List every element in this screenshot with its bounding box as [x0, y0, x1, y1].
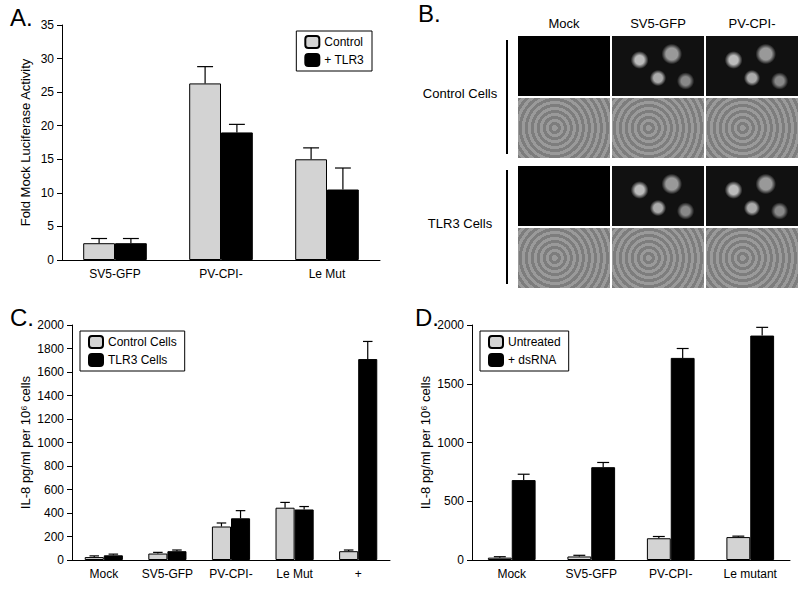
svg-text:Mock: Mock	[89, 567, 119, 581]
svg-text:SV5-GFP: SV5-GFP	[566, 567, 617, 581]
svg-text:IL-8 pg/ml per 10⁶ cells: IL-8 pg/ml per 10⁶ cells	[18, 375, 33, 509]
svg-text:5: 5	[47, 219, 54, 233]
svg-text:Mock: Mock	[497, 567, 527, 581]
html-text:TLR3 Cells: TLR3 Cells	[427, 216, 493, 231]
svg-text:IL-8 pg/ml per 10⁶ cells: IL-8 pg/ml per 10⁶ cells	[418, 375, 433, 509]
svg-text:15: 15	[41, 152, 55, 166]
svg-text:400: 400	[44, 506, 64, 520]
svg-text:PV-CPI-: PV-CPI-	[209, 567, 252, 581]
svg-text:+ dsRNA: + dsRNA	[508, 353, 556, 367]
svg-text:2000: 2000	[37, 318, 64, 332]
html-text:Control Cells: Control Cells	[422, 86, 498, 101]
svg-text:800: 800	[44, 459, 64, 473]
svg-text:200: 200	[44, 530, 64, 544]
svg-text:2000: 2000	[437, 318, 464, 332]
svg-text:500: 500	[444, 494, 464, 508]
svg-text:0: 0	[47, 253, 54, 267]
html-text:SV5-GFP: SV5-GFP	[630, 16, 686, 31]
svg-text:1600: 1600	[37, 365, 64, 379]
html-text:PV-CPI-: PV-CPI-	[728, 16, 776, 31]
svg-text:Control Cells: Control Cells	[108, 335, 177, 349]
svg-text:1800: 1800	[37, 342, 64, 356]
svg-text:D.: D.	[415, 304, 439, 331]
svg-text:TLR3 Cells: TLR3 Cells	[108, 353, 167, 367]
svg-text:1200: 1200	[37, 412, 64, 426]
svg-text:PV-CPI-: PV-CPI-	[199, 267, 242, 281]
svg-text:35: 35	[41, 18, 55, 32]
svg-text:SV5-GFP: SV5-GFP	[89, 267, 140, 281]
svg-text:0: 0	[57, 553, 64, 567]
svg-text:Le mutant: Le mutant	[724, 567, 778, 581]
svg-text:Fold Mock Luciferase Activity: Fold Mock Luciferase Activity	[18, 58, 33, 226]
html-text:Mock: Mock	[548, 16, 580, 31]
svg-text:Control: Control	[324, 35, 363, 49]
svg-text:0: 0	[457, 553, 464, 567]
svg-text:600: 600	[44, 483, 64, 497]
svg-text:10: 10	[41, 186, 55, 200]
svg-text:+: +	[355, 567, 362, 581]
svg-text:C.: C.	[10, 304, 34, 331]
svg-text:A.: A.	[10, 4, 33, 31]
svg-text:1400: 1400	[37, 389, 64, 403]
svg-text:SV5-GFP: SV5-GFP	[142, 567, 193, 581]
svg-text:PV-CPI-: PV-CPI-	[649, 567, 692, 581]
svg-text:20: 20	[41, 119, 55, 133]
svg-text:Le Mut: Le Mut	[276, 567, 313, 581]
svg-text:Untreated: Untreated	[508, 335, 561, 349]
svg-text:30: 30	[41, 52, 55, 66]
svg-text:+ TLR3: + TLR3	[324, 53, 364, 67]
svg-text:1000: 1000	[437, 436, 464, 450]
svg-text:25: 25	[41, 85, 55, 99]
svg-text:1000: 1000	[37, 436, 64, 450]
html-text:B.: B.	[418, 0, 441, 27]
svg-text:Le Mut: Le Mut	[309, 267, 346, 281]
svg-text:1500: 1500	[437, 377, 464, 391]
